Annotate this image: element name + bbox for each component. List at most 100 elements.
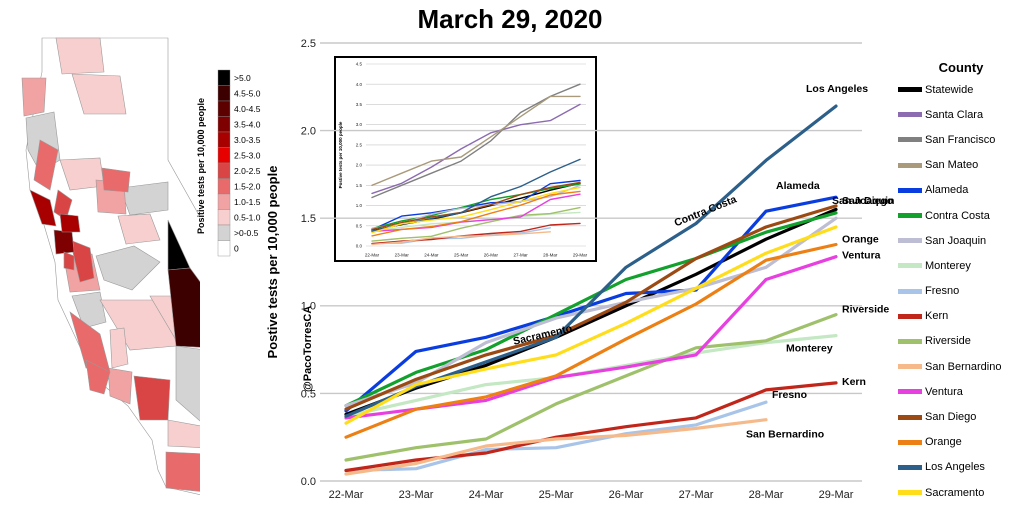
- series-data-label: San Bernardino: [746, 429, 824, 441]
- series-line-san-mateo: [371, 95, 581, 187]
- series-data-label: Riverside: [842, 304, 889, 316]
- legend-label: Sacramento: [925, 486, 985, 499]
- series-line-san-bernardino: [344, 418, 768, 476]
- chart-title: March 29, 2020: [417, 4, 603, 34]
- legend-label: Contra Costa: [925, 209, 990, 222]
- map-county: [167, 419, 200, 448]
- x-tick-label: 24-Mar: [424, 253, 439, 258]
- map-legend-label: 2.0-2.5: [234, 166, 261, 176]
- series-line-contra-costa: [371, 183, 581, 230]
- series-line-kern: [344, 381, 838, 473]
- map-legend-label: 3.5-4.0: [234, 120, 261, 130]
- series-line-alameda: [344, 195, 838, 413]
- legend-item: Alameda: [898, 178, 1024, 203]
- legend-item: San Francisco: [898, 127, 1024, 152]
- legend-swatch: [898, 313, 922, 319]
- map-county: [101, 167, 131, 193]
- legend-item: Fresno: [898, 279, 1024, 304]
- map-legend-label: 1.0-1.5: [234, 197, 261, 207]
- legend-item: Ventura: [898, 379, 1024, 404]
- map-legend-label: 0.5-1.0: [234, 213, 261, 223]
- legend-item: Los Angeles: [898, 455, 1024, 480]
- legend-swatch: [898, 338, 922, 344]
- series-data-label: Los Angeles: [806, 83, 868, 95]
- series-line-contra-costa: [344, 211, 838, 408]
- legend-item: Sacramento: [898, 480, 1024, 505]
- map-county: [107, 367, 133, 405]
- legend-item: Riverside: [898, 329, 1024, 354]
- x-tick-label: 27-Mar: [513, 253, 528, 258]
- y-tick-label: 4.5: [356, 62, 363, 67]
- map-legend-label: 3.0-3.5: [234, 135, 261, 145]
- map-county: [33, 139, 59, 191]
- series-data-label: Monterey: [786, 343, 833, 355]
- y-tick-label: 0.5: [356, 223, 363, 228]
- legend-swatch: [898, 87, 922, 93]
- legend-swatch: [898, 464, 922, 470]
- legend-label: Los Angeles: [925, 461, 985, 474]
- x-tick-label: 27-Mar: [679, 489, 714, 501]
- legend-item: Kern: [898, 304, 1024, 329]
- series-data-label: Orange: [842, 233, 879, 245]
- legend-label: Ventura: [925, 385, 963, 398]
- legend-swatch: [898, 490, 922, 496]
- legend-label: San Francisco: [925, 133, 996, 146]
- legend-item: Santa Clara: [898, 102, 1024, 127]
- series-line-santa-clara: [371, 103, 581, 195]
- x-tick-label: 23-Mar: [395, 253, 410, 258]
- y-tick-label: 1.5: [356, 183, 363, 188]
- series-data-label: Alameda: [776, 180, 820, 192]
- legend-swatch: [898, 112, 922, 118]
- y-tick-label: 3.0: [356, 122, 363, 127]
- series-line-san-diego: [344, 204, 838, 411]
- map-county: [63, 251, 75, 271]
- y-tick-label: 2.0: [356, 163, 363, 168]
- map-county: [109, 327, 129, 369]
- y-tick-label: 1.0: [301, 301, 316, 313]
- series-line-sacramento: [371, 186, 581, 234]
- series-line-riverside: [344, 313, 838, 462]
- legend-swatch: [898, 263, 922, 269]
- legend-swatch: [898, 162, 922, 168]
- y-tick-label: 0.5: [301, 388, 316, 400]
- series-data-label: Contra Costa: [673, 193, 739, 229]
- legend-swatch: [898, 414, 922, 420]
- y-tick-label: 2.5: [356, 142, 363, 147]
- series-legend: County Statewide Santa Clara San Francisco…: [898, 60, 1024, 505]
- series-line-sacramento: [344, 225, 838, 425]
- legend-label: Kern: [925, 310, 949, 323]
- y-tick-label: 2.0: [301, 125, 316, 137]
- legend-swatch: [898, 439, 922, 445]
- legend-label: San Diego: [925, 411, 977, 424]
- legend-label: Riverside: [925, 335, 971, 348]
- x-tick-label: 25-Mar: [454, 253, 469, 258]
- legend-swatch: [898, 213, 922, 219]
- series-line-kern: [371, 222, 581, 245]
- x-tick-label: 29-Mar: [819, 489, 854, 501]
- series-line-fresno: [371, 227, 552, 245]
- y-axis-label: Postive tests per 10,000 people: [265, 166, 280, 359]
- map-legend-label: 2.5-3.0: [234, 151, 261, 161]
- legend-label: Alameda: [925, 184, 969, 197]
- x-tick-label: 23-Mar: [399, 489, 434, 501]
- x-tick-label: 28-Mar: [543, 253, 558, 258]
- legend-label: San Mateo: [925, 159, 979, 172]
- map-legend-title: Positive tests per 10,000 people: [196, 98, 206, 234]
- series-line-san-diego: [371, 181, 581, 231]
- map-legend-label: 0: [234, 244, 239, 254]
- map-county: [133, 375, 171, 421]
- legend-swatch: [898, 137, 922, 143]
- legend-item: Orange: [898, 430, 1024, 455]
- x-tick-label: 29-Mar: [573, 253, 588, 258]
- legend-title: County: [938, 60, 984, 75]
- x-tick-label: 24-Mar: [469, 489, 504, 501]
- legend-label: San Bernardino: [925, 360, 1002, 373]
- map-legend-label: 1.5-2.0: [234, 182, 261, 192]
- author-credit: @PacoTorresCA: [302, 305, 314, 392]
- map-legend: Positive tests per 10,000 people >5.0 4.5…: [196, 69, 261, 257]
- map-legend-label: 4.5-5.0: [234, 89, 261, 99]
- y-tick-label: 4.0: [356, 82, 363, 87]
- series-line-fresno: [344, 400, 768, 473]
- map-legend-label: >5.0: [234, 73, 251, 83]
